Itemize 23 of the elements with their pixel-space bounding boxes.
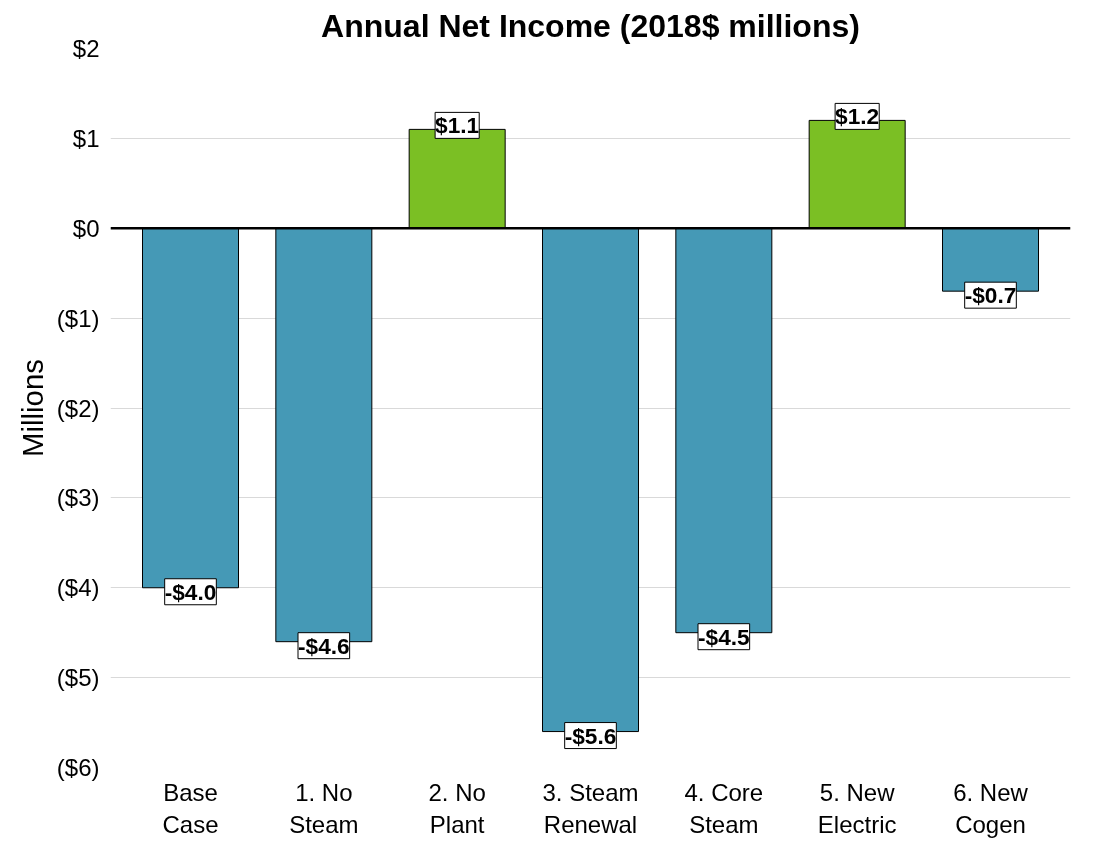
y-tick-label: ($5) <box>56 664 100 692</box>
x-tick-label: 1. No Steam <box>289 778 359 838</box>
x-tick-label: 4. Core Steam <box>684 778 764 838</box>
data-label: -$4.6 <box>298 632 350 659</box>
y-tick-label: $2 <box>72 35 100 62</box>
y-tick-label: ($4) <box>56 574 100 602</box>
x-tick-label: 5. New Electric <box>817 778 897 838</box>
y-tick-label: ($3) <box>56 484 100 512</box>
x-tick-label: 3. Steam Renewal <box>542 778 639 838</box>
y-tick-label: $0 <box>72 214 100 242</box>
y-tick-label: ($2) <box>56 394 100 422</box>
chart-title: Annual Net Income (2018$ millions) <box>321 7 860 44</box>
y-tick-label: ($1) <box>56 304 100 332</box>
y-tick-label: $1 <box>72 124 100 152</box>
data-label: -$5.6 <box>564 722 617 749</box>
data-label: -$4.0 <box>164 578 217 605</box>
data-label: -$0.7 <box>964 282 1017 309</box>
x-tick-label: Base Case <box>162 778 219 838</box>
data-label: -$4.5 <box>698 623 750 650</box>
y-axis-title: Millions <box>15 359 49 457</box>
x-tick-label: 6. New Cogen <box>953 778 1029 838</box>
x-tick-label: 2. No Plant <box>428 778 486 838</box>
y-tick-label: ($6) <box>56 754 100 781</box>
